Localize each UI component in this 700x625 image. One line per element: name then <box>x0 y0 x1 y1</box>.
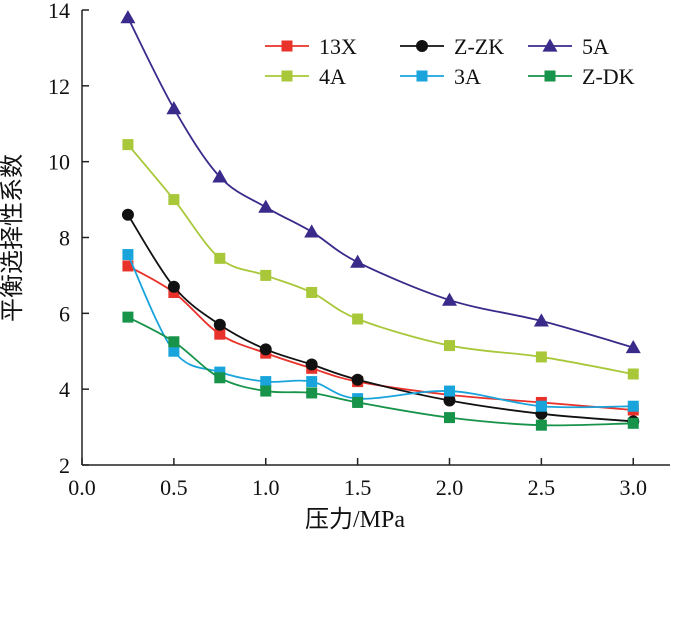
data-point <box>627 368 639 380</box>
legend-label: Z-ZK <box>454 34 504 59</box>
data-point <box>533 313 549 327</box>
legend-marker <box>542 38 558 52</box>
data-point <box>168 194 180 206</box>
axes: 0.0 0.5 1.0 1.5 2.0 2.5 3.0 2 4 6 8 10 12 14 <box>48 0 670 500</box>
data-point <box>121 208 134 221</box>
data-point <box>167 280 180 293</box>
x-tick-label: 1.5 <box>344 475 372 500</box>
data-point <box>627 417 639 429</box>
data-point <box>442 292 457 306</box>
series-line <box>127 265 634 411</box>
data-point <box>444 385 455 397</box>
data-point <box>260 376 272 388</box>
y-tick-label: 4 <box>59 377 70 402</box>
legend-label: 13X <box>319 34 357 59</box>
y-axis-title: 平衡选择性系数 <box>0 154 26 322</box>
data-point <box>214 372 226 384</box>
legend-item: 4A <box>265 64 346 89</box>
data-point <box>306 286 318 298</box>
data-point <box>122 260 134 272</box>
series-line <box>127 144 634 375</box>
data-point <box>168 336 180 348</box>
series-13x <box>122 260 639 416</box>
x-tick-label: 0.0 <box>68 475 96 500</box>
data-point <box>351 373 364 386</box>
x-tick-label: 3.0 <box>620 475 648 500</box>
data-point <box>122 249 134 261</box>
data-point <box>444 340 455 352</box>
data-point <box>260 269 272 281</box>
x-tick-label: 0.5 <box>160 475 188 500</box>
data-point <box>258 199 274 213</box>
x-tick-label: 2.5 <box>528 475 556 500</box>
legend-marker <box>544 70 556 82</box>
x-axis-title: 压力/MPa <box>305 506 405 533</box>
legend: 13X Z-ZK 5A 4A 3A Z-DK <box>265 34 635 89</box>
legend-label: 4A <box>319 64 346 89</box>
legend-marker <box>281 70 293 82</box>
data-point <box>352 396 364 408</box>
series-z-dk <box>122 311 639 431</box>
data-point <box>122 311 134 323</box>
x-tick-label: 2.0 <box>436 475 464 500</box>
legend-item: 5A <box>528 34 609 59</box>
data-point <box>260 385 272 397</box>
data-point <box>259 343 272 356</box>
legend-label: 5A <box>582 34 609 59</box>
series-line <box>127 316 634 427</box>
y-tick-label: 12 <box>48 74 70 99</box>
data-point <box>535 351 547 363</box>
data-point <box>625 339 641 354</box>
legend-item: 3A <box>400 64 481 89</box>
series-layer <box>120 10 641 431</box>
legend-marker <box>416 40 428 52</box>
data-point <box>168 345 180 357</box>
data-point <box>212 169 228 183</box>
y-tick-label: 14 <box>48 0 70 23</box>
legend-marker <box>281 40 293 52</box>
legend-item: Z-DK <box>528 64 635 89</box>
legend-label: 3A <box>454 64 481 89</box>
series-line <box>127 17 634 349</box>
x-tick-label: 1.0 <box>252 475 280 500</box>
series-z-zk <box>121 208 640 428</box>
series-line <box>127 214 634 423</box>
legend-marker <box>416 70 428 82</box>
data-point <box>306 387 318 399</box>
data-point <box>535 419 547 431</box>
data-point <box>166 101 182 115</box>
data-point <box>214 366 226 378</box>
data-point <box>350 254 366 268</box>
legend-item: 13X <box>265 34 357 59</box>
data-point <box>214 328 226 340</box>
y-tick-label: 8 <box>59 226 70 251</box>
data-point <box>444 412 455 424</box>
data-point <box>535 400 547 412</box>
data-point <box>627 400 639 412</box>
y-tick-label: 10 <box>48 150 70 175</box>
data-point <box>122 139 134 151</box>
y-tick-label: 2 <box>59 453 70 478</box>
data-point <box>120 10 136 24</box>
data-point <box>306 376 318 388</box>
series-4a <box>122 139 639 380</box>
data-point <box>304 224 320 238</box>
legend-label: Z-DK <box>582 64 635 89</box>
data-point <box>214 252 226 264</box>
legend-item: Z-ZK <box>400 34 504 59</box>
series-line <box>127 254 634 409</box>
y-tick-label: 6 <box>59 301 70 326</box>
data-point <box>443 394 456 407</box>
data-point <box>213 318 226 331</box>
series-5a <box>120 10 641 354</box>
data-point <box>305 358 318 371</box>
data-point <box>352 313 364 325</box>
